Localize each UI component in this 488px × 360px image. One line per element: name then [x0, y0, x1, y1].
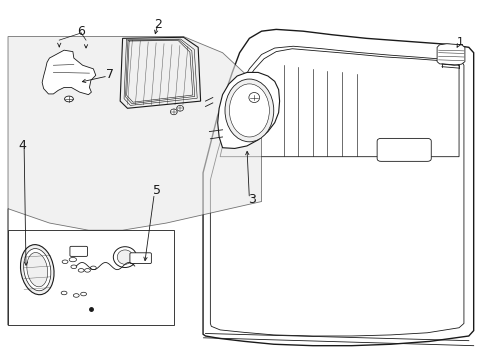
- Text: 3: 3: [247, 193, 255, 206]
- Polygon shape: [220, 49, 458, 157]
- Ellipse shape: [113, 247, 137, 267]
- Polygon shape: [203, 30, 473, 346]
- Ellipse shape: [78, 269, 84, 272]
- Text: 4: 4: [19, 139, 26, 152]
- Ellipse shape: [229, 84, 269, 137]
- FancyBboxPatch shape: [130, 253, 151, 264]
- Polygon shape: [210, 46, 463, 336]
- Ellipse shape: [81, 292, 86, 296]
- Polygon shape: [120, 37, 200, 108]
- Polygon shape: [42, 50, 96, 95]
- Text: 2: 2: [153, 18, 162, 31]
- Ellipse shape: [170, 109, 177, 115]
- Ellipse shape: [73, 294, 79, 297]
- FancyBboxPatch shape: [70, 246, 87, 256]
- Text: 5: 5: [152, 184, 161, 197]
- Text: 7: 7: [106, 68, 114, 81]
- Ellipse shape: [61, 291, 67, 295]
- Ellipse shape: [248, 93, 259, 103]
- Ellipse shape: [69, 257, 76, 262]
- Ellipse shape: [27, 252, 47, 287]
- Text: 6: 6: [77, 25, 85, 38]
- Ellipse shape: [176, 105, 183, 111]
- Ellipse shape: [84, 269, 90, 272]
- Ellipse shape: [23, 248, 51, 291]
- Ellipse shape: [64, 96, 73, 102]
- Ellipse shape: [224, 79, 273, 142]
- Ellipse shape: [62, 260, 68, 264]
- Ellipse shape: [71, 265, 77, 269]
- Ellipse shape: [117, 250, 133, 264]
- Polygon shape: [217, 72, 279, 148]
- FancyBboxPatch shape: [376, 138, 430, 161]
- Bar: [8, 230, 173, 325]
- Polygon shape: [8, 37, 261, 325]
- Ellipse shape: [20, 245, 54, 295]
- Ellipse shape: [90, 266, 96, 270]
- Text: 1: 1: [456, 37, 463, 47]
- Polygon shape: [436, 44, 464, 65]
